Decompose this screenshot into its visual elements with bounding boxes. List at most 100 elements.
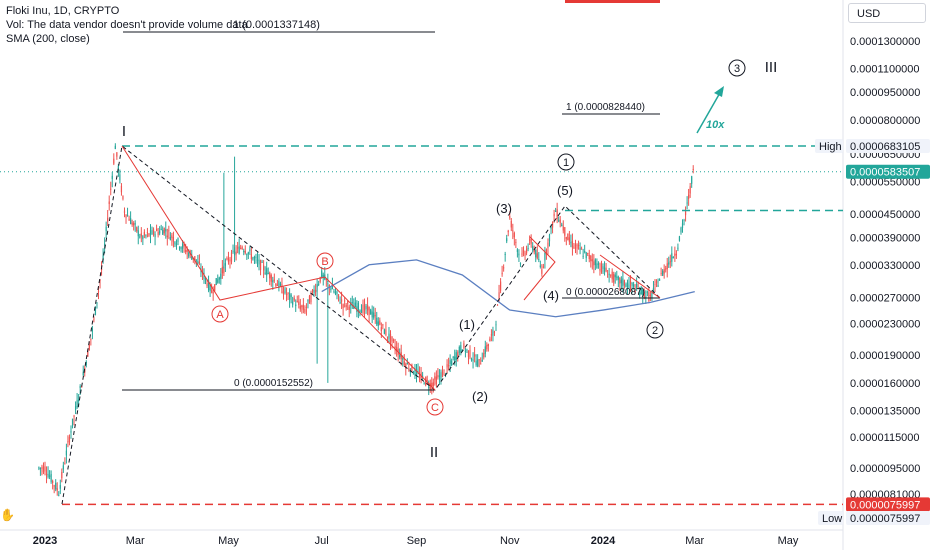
candle-body [174,242,176,245]
candle-body [185,250,187,253]
low-value-tag: 0.0000075997 [850,513,920,525]
arrow-head-icon [714,86,724,97]
candle-body [229,259,231,261]
candle-body [197,261,199,264]
fib-low-zero-label: 0 (0.0000152552) [234,378,313,389]
candle-body [446,364,448,368]
y-tick-label: 0.0000390000 [850,232,920,244]
candle-body [224,263,226,266]
candle-body [504,253,506,255]
correction-red-path [599,254,661,299]
x-tick-label: Mar [126,535,145,547]
candle-body [162,230,164,235]
candle-body [605,267,607,272]
legend-title: Floki Inu, 1D, CRYPTO [6,5,120,17]
candle-body [646,291,648,293]
candle-body [96,302,98,304]
candle-body [41,467,43,469]
y-axis: 0.0001300000 0.0001100000 0.0000950000 0.00… [850,36,920,501]
candle-body [463,343,465,348]
currency-button[interactable]: USD [848,3,926,23]
candle-body [247,252,249,255]
candle-body [629,281,632,284]
candle-body [573,246,575,249]
candle-body [680,227,682,233]
candle-body [365,305,367,309]
candle-body [85,362,87,365]
candle-body [126,214,129,216]
candle-body [146,232,149,234]
candle-body [411,364,413,372]
y-tick-label: 0.0000270000 [850,293,920,305]
candle-body [483,353,485,358]
y-tick-label: 0.0000190000 [850,350,920,362]
candle-body [204,277,207,281]
top-red-marker [565,0,660,3]
candle-body [489,338,491,342]
candle-body [551,222,554,228]
candle-body [632,284,635,287]
candle-body [406,362,408,365]
candle-body [368,306,370,315]
candle-body [252,257,254,260]
candle-body [50,473,52,482]
candle-body [684,211,687,216]
candle-body [510,220,512,228]
candle-body [678,236,681,241]
x-tick-label: Sep [407,535,427,547]
candle-body [412,373,415,375]
candle-body [538,259,540,261]
candle-body [512,230,514,232]
circle-2-label-circle [646,321,664,339]
candle-body [270,275,272,282]
candle-body [266,268,268,276]
candle-body [336,291,338,295]
sub-wave-1-label: (1) [459,317,475,332]
candle-body [533,249,535,253]
fib-mid-zero-label: 0 (0.0000268087) [566,287,645,298]
candle-body [593,261,595,266]
candle-body [458,346,460,353]
candle-body [273,279,275,281]
candle-body [313,289,315,293]
candle-body [311,289,314,292]
candle-body [423,383,425,385]
candle-body [691,176,693,184]
candle-body [122,195,124,200]
candle-body [119,174,121,181]
wave-C-label-circle [426,398,444,416]
candle-body [603,267,606,272]
candle-body [359,310,361,313]
candle-body [104,243,106,246]
sma-200-line [321,259,695,318]
candle-body [211,290,213,293]
candle-body [194,256,196,261]
candle-body [493,331,496,333]
candle-body [376,317,378,325]
candle-body [87,350,89,357]
candle-body [52,480,54,483]
candle-body [657,285,659,287]
y-tick-label: 0.0000115000 [850,432,920,444]
wave-B-label: B [321,256,328,268]
candle-body [655,280,658,284]
candle-body [131,222,133,225]
triangle-red-path [523,236,556,301]
candle-body [428,386,430,388]
candle-body [674,253,676,257]
candle-body [157,231,159,235]
candle-body [530,239,532,244]
candle-body [240,247,242,249]
circle-1-label-circle [557,153,575,171]
candle-body [602,266,604,270]
y-tick-label: 0.0000800000 [850,115,920,127]
low-price-tag: 0.0000075997 [850,499,920,511]
candle-body [614,274,616,278]
candle-body [499,281,502,291]
candle-body [339,301,341,304]
hand-icon[interactable]: ✋ [0,508,15,522]
candle-body [388,333,390,339]
candle-body [275,283,277,286]
candle-body [334,291,337,294]
